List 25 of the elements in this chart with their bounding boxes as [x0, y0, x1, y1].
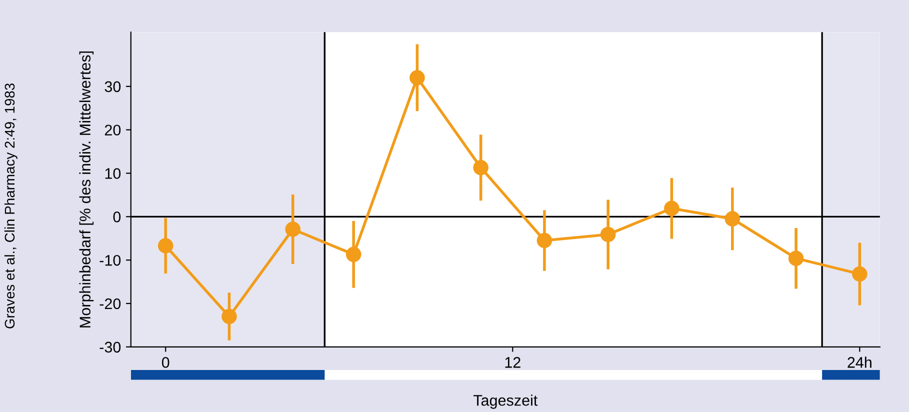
y-tick-label: -20 [100, 298, 121, 310]
y-tick-label: 30 [104, 81, 121, 92]
x-axis-title: Tageszeit [473, 394, 538, 409]
x-tick-label: 0 [162, 357, 170, 368]
text: Graves et al., Clin Pharmacy 2:49, 1983 [4, 83, 18, 328]
point [158, 238, 174, 254]
y-axis-title: Morphinbedarf [% des indiv. Mittelwertes] [79, 51, 94, 328]
point [536, 232, 552, 248]
point [285, 222, 300, 237]
y-tick-label: 0 [113, 212, 121, 222]
y-tick-label: -10 [100, 254, 121, 266]
y-tick-label: 10 [105, 168, 121, 179]
y-tick-label: 20 [104, 124, 121, 136]
x-tick-label: 24h [848, 356, 872, 368]
point [724, 211, 740, 226]
point [346, 246, 362, 262]
point [664, 200, 680, 216]
point [600, 226, 616, 242]
point [852, 266, 868, 282]
point [788, 250, 804, 266]
point [410, 70, 425, 86]
point [473, 160, 488, 176]
x-tick-label: 12 [505, 357, 520, 368]
point [222, 308, 237, 324]
y-tick-label: -30 [100, 342, 121, 353]
